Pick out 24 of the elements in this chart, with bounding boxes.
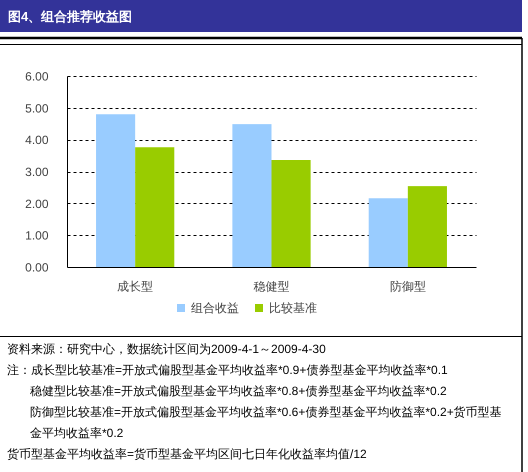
legend-label: 组合收益 xyxy=(191,301,239,315)
chart-title: 图4、组合推荐收益图 xyxy=(8,9,132,24)
bar xyxy=(272,160,311,267)
text: 货币型基金平均收益率=货币型基金平均区间七日年化收益率均值/12 xyxy=(7,447,368,461)
text: 防御型比较基准=开放式偏股型基金平均收益率*0.6+债券型基金平均收益率*0.2+货币型基金平均收益率*0.2 xyxy=(30,405,502,440)
text: 稳健型比较基准=开放式偏股型基金平均收益率*0.8+债券型基金平均收益率*0.2 xyxy=(30,384,448,398)
bar xyxy=(408,186,447,267)
y-tick-label: 0.00 xyxy=(25,260,49,274)
legend-label: 比较基准 xyxy=(269,301,317,315)
y-tick-label: 2.00 xyxy=(25,196,49,211)
bar xyxy=(232,124,272,267)
y-tick-label: 6.00 xyxy=(25,70,49,84)
bar xyxy=(368,198,408,267)
text: 资料来源：研究中心，数据统计区间为2009-4-1～2009-4-30 xyxy=(7,342,326,356)
y-tick-label: 1.00 xyxy=(25,228,49,243)
x-tick-label: 成长型 xyxy=(117,280,154,294)
bar xyxy=(135,147,174,267)
x-tick-label: 稳健型 xyxy=(254,280,290,294)
bar xyxy=(96,114,136,267)
text: 注：成长型比较基准=开放式偏股型基金平均收益率*0.9+债券型基金平均收益率*0.1 xyxy=(7,363,448,377)
x-tick-label: 防御型 xyxy=(390,280,426,294)
y-tick-label: 3.00 xyxy=(25,165,49,179)
y-tick-label: 4.00 xyxy=(25,133,49,148)
y-tick-label: 5.00 xyxy=(25,101,49,116)
